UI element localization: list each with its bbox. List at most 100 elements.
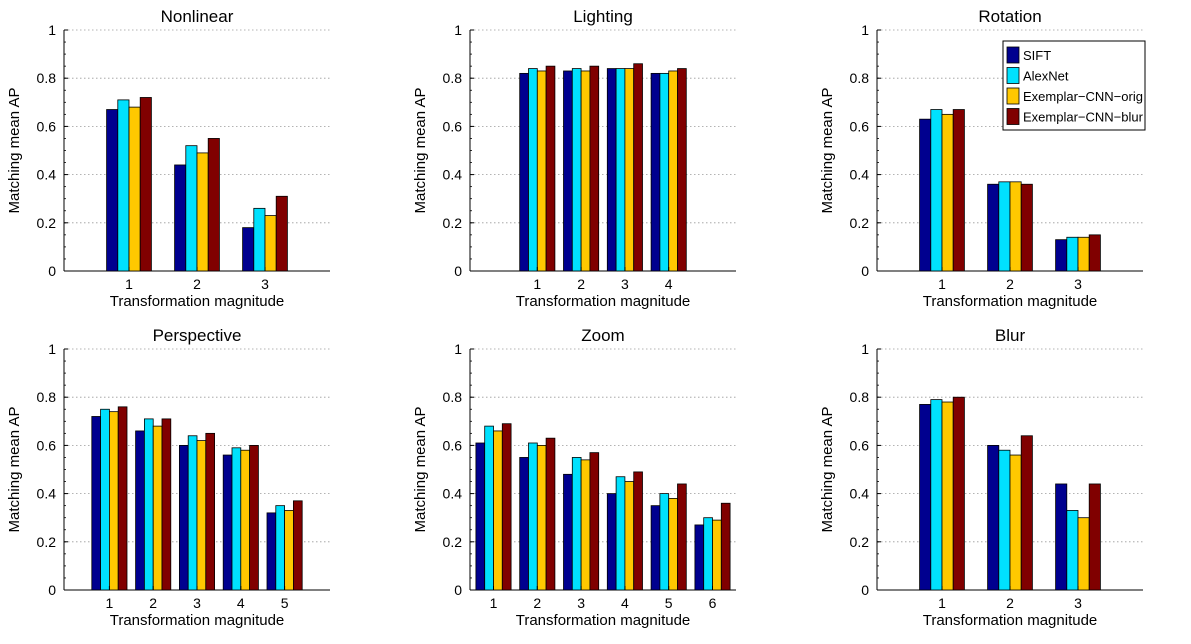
bar-alexnet-2 xyxy=(185,145,198,272)
bar-sift-2 xyxy=(563,70,573,272)
bar-exemplar-cnn-blur-1 xyxy=(501,423,512,591)
bar-alexnet-1 xyxy=(100,408,110,591)
x-axis-label: Transformation magnitude xyxy=(516,612,691,629)
bar-alexnet-3 xyxy=(1066,236,1079,272)
bar-alexnet-1 xyxy=(117,99,130,272)
x-tick-label: 4 xyxy=(621,595,629,611)
panel-title: Zoom xyxy=(581,326,624,345)
y-tick-label: 0.4 xyxy=(37,486,57,502)
bar-sift-4 xyxy=(606,493,617,591)
bar-exemplar-cnn-blur-6 xyxy=(720,502,731,591)
bar-sift-1 xyxy=(919,118,932,272)
y-axis-label: Matching mean AP xyxy=(412,88,429,214)
bar-exemplar-cnn-orig-6 xyxy=(712,519,722,591)
bar-exemplar-cnn-blur-3 xyxy=(633,63,643,272)
bar-sift-1 xyxy=(106,109,119,272)
bar-alexnet-6 xyxy=(703,517,713,591)
y-tick-label: 0.8 xyxy=(443,389,463,405)
panel-title: Nonlinear xyxy=(161,7,234,26)
bar-exemplar-cnn-orig-3 xyxy=(196,440,207,591)
y-tick-label: 1 xyxy=(48,22,56,38)
legend-box xyxy=(1002,40,1146,131)
bar-sift-4 xyxy=(650,72,661,272)
bar-sift-2 xyxy=(174,164,187,272)
bar-exemplar-cnn-blur-2 xyxy=(545,437,556,591)
y-tick-label: 0.2 xyxy=(850,534,870,550)
y-tick-label: 0.6 xyxy=(37,437,57,453)
bar-sift-1 xyxy=(519,72,529,272)
x-axis-label: Transformation magnitude xyxy=(516,293,691,310)
bar-alexnet-4 xyxy=(659,72,670,272)
y-tick-label: 0.6 xyxy=(850,118,870,134)
bar-sift-1 xyxy=(919,404,932,591)
x-axis-label: Transformation magnitude xyxy=(923,612,1098,629)
bar-sift-3 xyxy=(563,473,573,591)
bar-alexnet-2 xyxy=(143,418,154,591)
legend-swatch xyxy=(1006,67,1020,84)
y-tick-label: 0.4 xyxy=(850,167,870,183)
x-tick-label: 4 xyxy=(237,595,245,611)
y-tick-label: 0.8 xyxy=(37,389,57,405)
bar-exemplar-cnn-blur-1 xyxy=(117,406,128,591)
x-tick-label: 2 xyxy=(1006,595,1014,611)
bar-exemplar-cnn-orig-2 xyxy=(580,70,591,272)
bar-sift-3 xyxy=(178,444,189,591)
x-tick-label: 2 xyxy=(577,276,585,292)
bar-exemplar-cnn-blur-3 xyxy=(1088,234,1101,272)
bar-exemplar-cnn-orig-1 xyxy=(493,430,503,591)
x-tick-label: 2 xyxy=(193,276,201,292)
y-tick-label: 0 xyxy=(48,263,56,279)
legend: SIFT AlexNet Exemplar−CNN−orig Exemplar−CNN… xyxy=(1002,40,1146,131)
y-tick-label: 0.8 xyxy=(850,389,870,405)
bar-exemplar-cnn-blur-4 xyxy=(677,68,687,272)
y-tick-label: 0.2 xyxy=(37,215,57,231)
y-tick-label: 0.6 xyxy=(443,118,463,134)
y-tick-label: 1 xyxy=(861,341,869,357)
panel-perspective: 0 0.2 0.4 0.6 0.8 1 1 2 3 4 5 Perspective Transforma… xyxy=(6,326,330,629)
bar-exemplar-cnn-orig-3 xyxy=(1077,517,1090,591)
bar-sift-3 xyxy=(242,227,255,272)
bar-alexnet-2 xyxy=(528,442,538,591)
x-axis-label: Transformation magnitude xyxy=(110,293,285,310)
bar-alexnet-3 xyxy=(615,68,626,272)
bar-alexnet-2 xyxy=(571,68,582,272)
bar-alexnet-3 xyxy=(187,435,198,591)
legend-label: Exemplar−CNN−orig xyxy=(1023,89,1143,104)
x-tick-label: 3 xyxy=(1074,595,1082,611)
x-tick-label: 3 xyxy=(261,276,269,292)
y-tick-label: 1 xyxy=(861,22,869,38)
x-tick-label: 1 xyxy=(106,595,114,611)
legend-swatch xyxy=(1006,108,1020,125)
x-tick-label: 2 xyxy=(149,595,157,611)
x-tick-label: 3 xyxy=(193,595,201,611)
x-axis-label: Transformation magnitude xyxy=(110,612,285,629)
y-tick-label: 1 xyxy=(454,341,462,357)
bar-exemplar-cnn-blur-5 xyxy=(677,483,687,591)
bar-sift-3 xyxy=(1055,483,1068,591)
y-tick-label: 0.2 xyxy=(37,534,57,550)
x-tick-label: 3 xyxy=(1074,276,1082,292)
bar-exemplar-cnn-orig-4 xyxy=(668,70,678,272)
bar-exemplar-cnn-blur-5 xyxy=(292,500,303,591)
legend-label: AlexNet xyxy=(1023,69,1069,84)
bar-alexnet-1 xyxy=(930,399,943,591)
y-tick-label: 0.6 xyxy=(37,118,57,134)
bar-sift-6 xyxy=(694,524,705,591)
bar-alexnet-1 xyxy=(930,109,943,272)
y-tick-label: 0 xyxy=(454,582,462,598)
y-tick-label: 1 xyxy=(48,341,56,357)
bar-exemplar-cnn-blur-1 xyxy=(952,109,965,272)
y-tick-label: 0.2 xyxy=(443,534,463,550)
y-tick-label: 0 xyxy=(861,582,869,598)
bar-sift-2 xyxy=(987,183,1000,272)
bar-exemplar-cnn-orig-1 xyxy=(941,113,954,272)
y-axis-label: Matching mean AP xyxy=(819,407,836,533)
y-axis-label: Matching mean AP xyxy=(6,88,23,214)
bar-exemplar-cnn-blur-2 xyxy=(1020,435,1033,591)
bar-exemplar-cnn-blur-2 xyxy=(1020,183,1033,272)
bar-exemplar-cnn-orig-3 xyxy=(264,215,277,272)
bar-sift-1 xyxy=(91,416,102,591)
y-tick-label: 0.8 xyxy=(37,70,57,86)
bar-exemplar-cnn-blur-2 xyxy=(161,418,172,591)
